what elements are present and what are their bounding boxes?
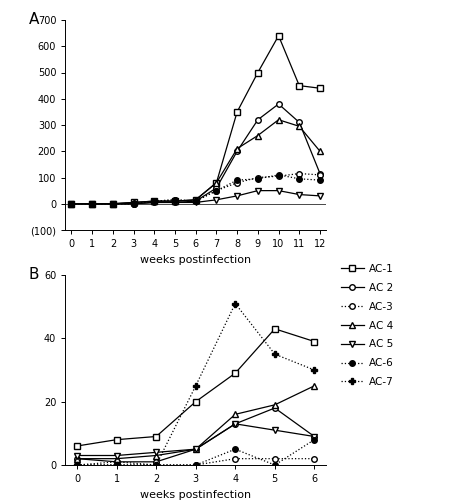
Text: B: B: [29, 268, 39, 282]
Text: A: A: [29, 12, 39, 26]
X-axis label: weeks postinfection: weeks postinfection: [140, 490, 251, 500]
X-axis label: weeks postinfection: weeks postinfection: [140, 254, 251, 264]
Legend: AC-1, AC 2, AC-3, AC 4, AC 5, AC-6, AC-7: AC-1, AC 2, AC-3, AC 4, AC 5, AC-6, AC-7: [336, 260, 398, 392]
